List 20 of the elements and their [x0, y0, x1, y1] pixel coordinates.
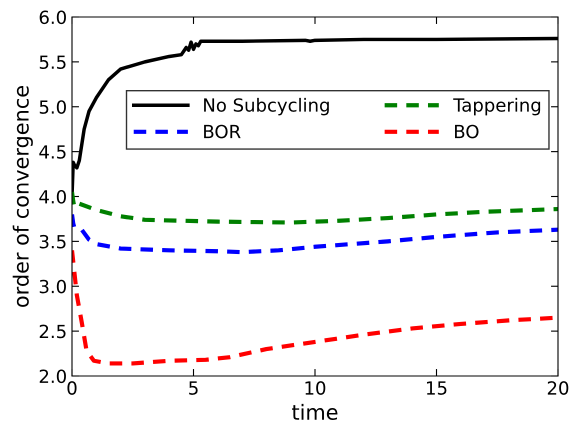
x-tick-label: 15	[426, 381, 446, 395]
legend-label: BO	[455, 124, 479, 138]
x-tick-label: 10	[305, 381, 326, 395]
y-tick-label: 5.5	[40, 56, 66, 69]
y-tick-label: 2.0	[40, 369, 66, 384]
legend-label: BOR	[204, 124, 241, 138]
y-tick-label: 3.0	[40, 280, 66, 294]
x-axis-title: time	[292, 404, 338, 420]
x-tick-label: 0	[67, 381, 77, 395]
y-tick-label: 3.5	[40, 234, 66, 248]
legend-label: No Subcycling	[204, 98, 329, 116]
y-tick-label: 5.0	[40, 100, 66, 114]
legend-label: Tappering	[453, 98, 540, 116]
x-tick-label: 5	[189, 381, 198, 395]
x-tick-label: 20	[548, 381, 568, 395]
y-tick-label: 2.5	[40, 324, 66, 338]
y-tick-label: 4.5	[39, 145, 66, 159]
y-tick-label: 4.0	[39, 190, 66, 204]
y-tick-label: 6.0	[40, 10, 66, 24]
y-axis-title: order of convergence	[12, 86, 33, 307]
